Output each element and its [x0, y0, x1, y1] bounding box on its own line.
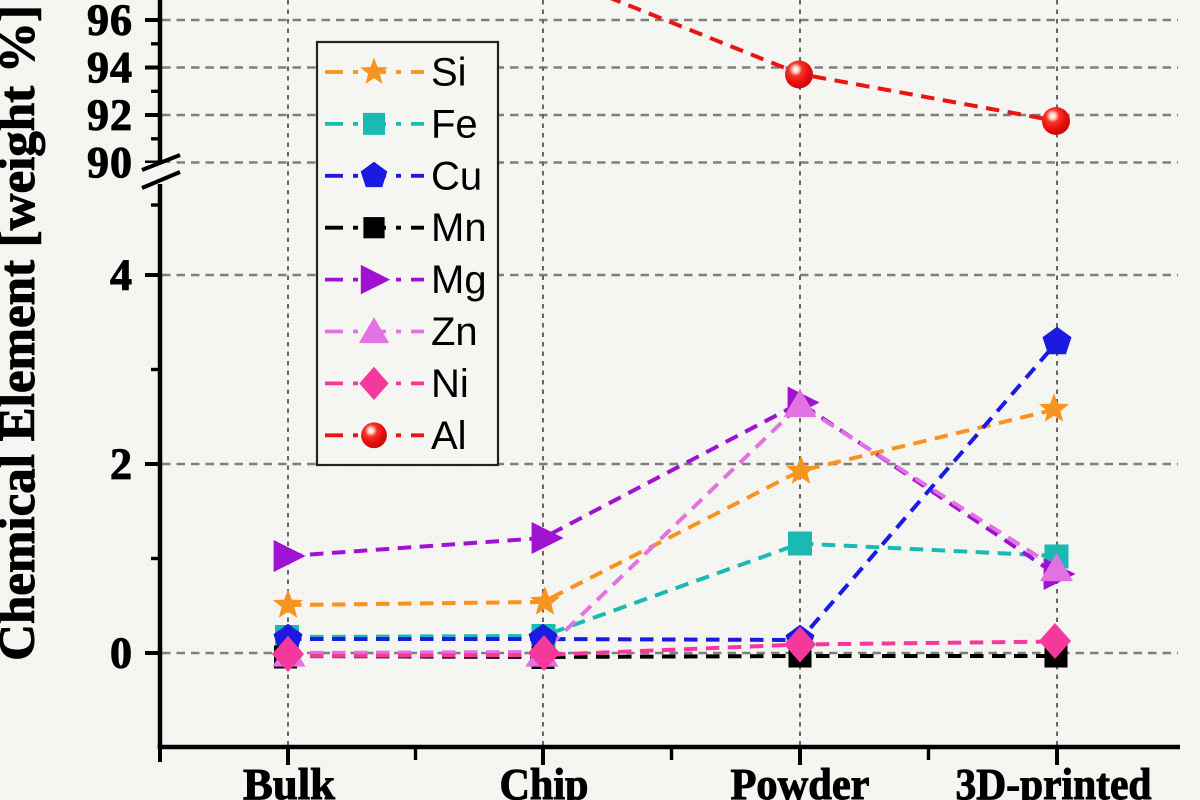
svg-text:Ni: Ni [431, 362, 469, 406]
svg-text:94: 94 [87, 43, 133, 92]
svg-text:Chip: Chip [500, 760, 589, 800]
svg-text:Si: Si [431, 51, 467, 95]
svg-text:2: 2 [110, 440, 133, 489]
svg-text:3D-printed: 3D-printed [956, 760, 1152, 800]
svg-text:96: 96 [87, 0, 133, 45]
svg-text:Powder: Powder [731, 760, 870, 800]
svg-text:Mn: Mn [431, 206, 487, 250]
svg-text:Bulk: Bulk [243, 760, 336, 800]
svg-text:Zn: Zn [431, 310, 478, 354]
svg-text:92: 92 [87, 91, 133, 140]
svg-text:90: 90 [87, 138, 133, 187]
svg-text:Fe: Fe [431, 102, 478, 146]
svg-text:0: 0 [110, 629, 133, 678]
svg-text:Mg: Mg [431, 258, 487, 302]
svg-text:Chemical Element [weight %]: Chemical Element [weight %] [0, 5, 46, 661]
svg-text:4: 4 [110, 251, 133, 300]
svg-text:Cu: Cu [431, 154, 482, 198]
svg-text:Al: Al [431, 414, 467, 458]
